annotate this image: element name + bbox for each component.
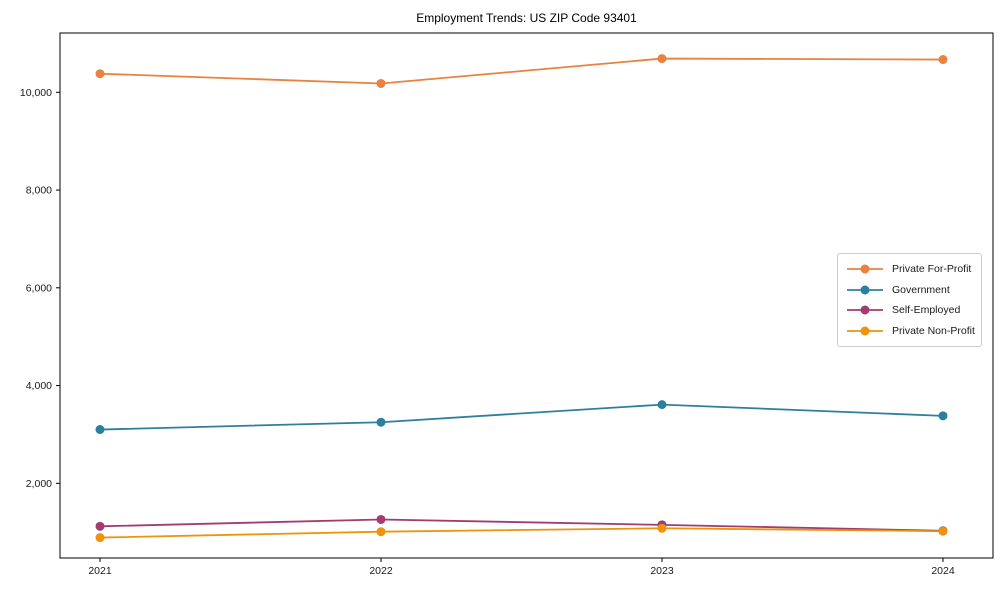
legend-marker-icon	[847, 326, 883, 336]
data-point	[938, 55, 948, 65]
y-tick-label: 4,000	[26, 380, 52, 392]
legend-item: Private Non-Profit	[846, 321, 975, 342]
chart-title: Employment Trends: US ZIP Code 93401	[416, 11, 637, 25]
y-tick-label: 2,000	[26, 478, 52, 490]
data-point	[376, 527, 386, 537]
x-tick-label: 2023	[650, 565, 674, 577]
legend-item: Private For-Profit	[846, 259, 975, 280]
y-tick-label: 8,000	[26, 185, 52, 197]
legend-label: Self-Employed	[892, 304, 961, 317]
data-point	[376, 514, 386, 524]
series-line	[99, 57, 944, 85]
x-tick-label: 2021	[88, 565, 112, 577]
legend-item: Self-Employed	[846, 300, 975, 321]
y-tick-label: 6,000	[26, 282, 52, 294]
legend-label: Government	[892, 283, 950, 296]
x-tick-label: 2024	[931, 565, 955, 577]
legend-item: Government	[846, 280, 975, 301]
legend-marker-icon	[847, 264, 883, 274]
legend-marker-icon	[847, 285, 883, 295]
data-point	[657, 523, 667, 533]
series-line	[99, 518, 944, 532]
data-point	[657, 54, 667, 64]
series-line	[99, 403, 944, 431]
legend: Private For-Profit Government Self-Employe…	[837, 253, 982, 347]
x-tick-label: 2022	[369, 565, 393, 577]
data-point	[657, 400, 667, 410]
series-line	[99, 527, 944, 539]
legend-marker-icon	[847, 305, 883, 315]
data-point	[95, 521, 105, 531]
legend-label: Private Non-Profit	[892, 324, 975, 337]
data-point	[95, 533, 105, 543]
data-point	[938, 526, 948, 536]
data-point	[95, 425, 105, 435]
data-point	[95, 69, 105, 79]
y-tick-label: 10,000	[20, 87, 52, 99]
plot-box	[59, 32, 994, 559]
data-point	[938, 411, 948, 421]
data-point	[376, 78, 386, 88]
data-point	[376, 417, 386, 427]
legend-label: Private For-Profit	[892, 263, 972, 276]
